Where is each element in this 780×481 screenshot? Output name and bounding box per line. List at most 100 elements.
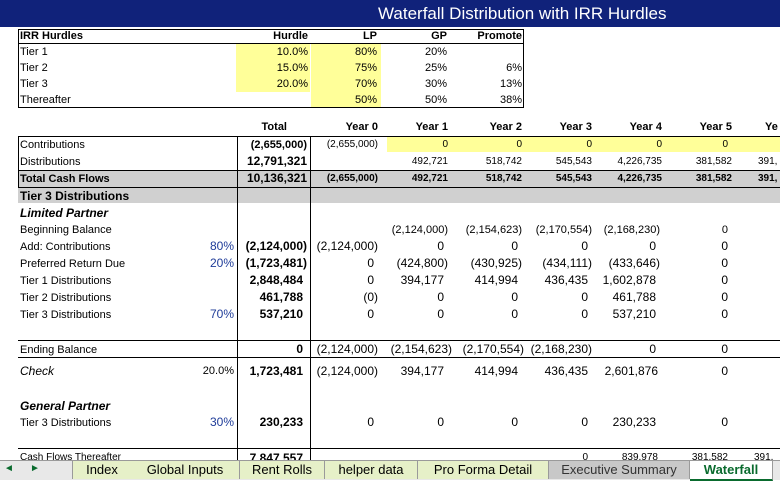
lp-heading: Limited Partner (20, 206, 109, 220)
cell[interactable]: 0 (722, 139, 728, 150)
cell: 4,226,735 (617, 173, 663, 184)
sheet-tab-bar: ◄ ► Index Global Inputs Rent Rolls helpe… (0, 460, 780, 481)
tab-waterfall[interactable]: Waterfall (690, 461, 773, 481)
next-sheet-arrow-icon[interactable]: ► (30, 463, 40, 474)
row-label: Contributions (20, 139, 85, 151)
cell: 492,721 (411, 173, 448, 184)
cell: (2,170,554) (535, 224, 592, 236)
cell[interactable]: 0 (442, 139, 448, 150)
row-label: Cash Flows Thereafter (20, 452, 121, 460)
hurdle-cell[interactable]: 10.0% (276, 46, 308, 58)
hurdle-cell[interactable]: 20.0% (276, 78, 308, 90)
cell: 0 (649, 239, 656, 253)
cell: 461,788 (259, 290, 303, 304)
cell: 414,994 (474, 364, 518, 378)
gp-cell: 25% (424, 62, 447, 74)
sheet-title: Waterfall Distribution with IRR Hurdles (378, 4, 667, 23)
cell: 1,723,481 (249, 364, 303, 378)
row-label: Tier 3 Distributions (20, 309, 112, 321)
cell: 394,177 (400, 273, 444, 287)
cell[interactable]: 0 (516, 139, 522, 150)
tab-executive-summary[interactable]: Executive Summary (549, 461, 690, 479)
pct-cell: 20% (209, 256, 234, 270)
contribution-input-cells[interactable] (387, 137, 780, 152)
pct-cell: 80% (209, 239, 234, 253)
first-sheet-arrow-icon[interactable]: ◄ (4, 463, 14, 474)
cell: 0 (581, 239, 588, 253)
cell[interactable]: 0 (586, 139, 592, 150)
tab-helper-data[interactable]: helper data (325, 461, 418, 479)
cell: 0 (367, 415, 374, 429)
section-band (18, 188, 780, 203)
cell[interactable]: 0 (656, 139, 662, 150)
row-label: Tier 2 Distributions (20, 292, 112, 304)
cell: 0 (511, 307, 518, 321)
cell: (2,124,000) (316, 342, 378, 356)
lp-cell[interactable]: 80% (354, 46, 377, 58)
hurdle-header-gp: GP (431, 30, 447, 42)
row-label: Check (20, 364, 55, 378)
cell: (0) (363, 290, 378, 304)
cell: 391, (758, 173, 778, 184)
cell: 518,742 (485, 156, 522, 167)
cell: 492,721 (411, 156, 448, 167)
hurdle-input-cells[interactable] (236, 44, 310, 92)
row-label: Tier 3 Distributions (20, 417, 112, 429)
cell: 0 (721, 224, 728, 236)
lp-cell[interactable]: 70% (354, 78, 377, 90)
cell: (2,124,000) (316, 239, 378, 253)
lp-input-cells[interactable] (311, 44, 381, 108)
cell: 0 (582, 452, 588, 460)
cell: 381,582 (695, 173, 732, 184)
cell: 7,847,557 (249, 451, 303, 460)
lp-cell[interactable]: 50% (354, 94, 377, 106)
row-label: Ending Balance (20, 344, 98, 356)
tab-global-inputs[interactable]: Global Inputs (131, 461, 240, 479)
cell: (430,925) (470, 256, 522, 270)
row-label: Distributions (20, 156, 81, 168)
promote-cell: 13% (499, 78, 522, 90)
hurdle-header-promote: Promote (477, 30, 522, 42)
cell: (434,111) (542, 256, 592, 270)
cell: 545,543 (555, 173, 592, 184)
row-label: Add: Contributions (20, 241, 111, 253)
cell: 0 (437, 307, 444, 321)
lp-cell[interactable]: 75% (354, 62, 377, 74)
cell: 0 (511, 239, 518, 253)
hurdle-row-name: Thereafter (20, 94, 71, 106)
promote-cell: 6% (506, 62, 522, 74)
hurdle-cell[interactable]: 15.0% (276, 62, 308, 74)
title-bar: Waterfall Distribution with IRR Hurdles (0, 0, 780, 27)
pct-cell: 30% (209, 415, 234, 429)
cell: 0 (721, 239, 728, 253)
tab-pro-forma-detail[interactable]: Pro Forma Detail (418, 461, 549, 479)
cell: 2,601,876 (604, 364, 658, 378)
col-header-year2: Year 2 (489, 121, 522, 133)
cell: 0 (721, 415, 728, 429)
total-row-band (18, 170, 780, 187)
cell: 0 (437, 239, 444, 253)
cell: 381,582 (695, 156, 732, 167)
cell: 0 (581, 307, 588, 321)
cell: 0 (367, 273, 374, 287)
cell: 230,233 (259, 415, 303, 429)
col-header-year5: Year 5 (699, 121, 732, 133)
tab-index[interactable]: Index (72, 461, 132, 479)
cell: 0 (721, 273, 728, 287)
cell: 436,435 (544, 273, 588, 287)
cell: 2,848,484 (249, 273, 303, 287)
col-header-year6: Ye (765, 121, 778, 133)
hurdle-row-name: Tier 1 (20, 46, 48, 58)
cell: (424,800) (396, 256, 448, 270)
pct-cell: 20.0% (202, 365, 234, 377)
cell: 391, (758, 156, 778, 167)
col-header-year3: Year 3 (559, 121, 592, 133)
cell: 0 (721, 256, 728, 270)
cell: 537,210 (612, 307, 656, 321)
tab-rent-rolls[interactable]: Rent Rolls (240, 461, 325, 479)
cell: (2,168,230) (530, 342, 592, 356)
row-label: Beginning Balance (20, 224, 112, 236)
cell: 4,226,735 (617, 156, 663, 167)
cell: 0 (437, 290, 444, 304)
cell: 0 (721, 342, 728, 356)
